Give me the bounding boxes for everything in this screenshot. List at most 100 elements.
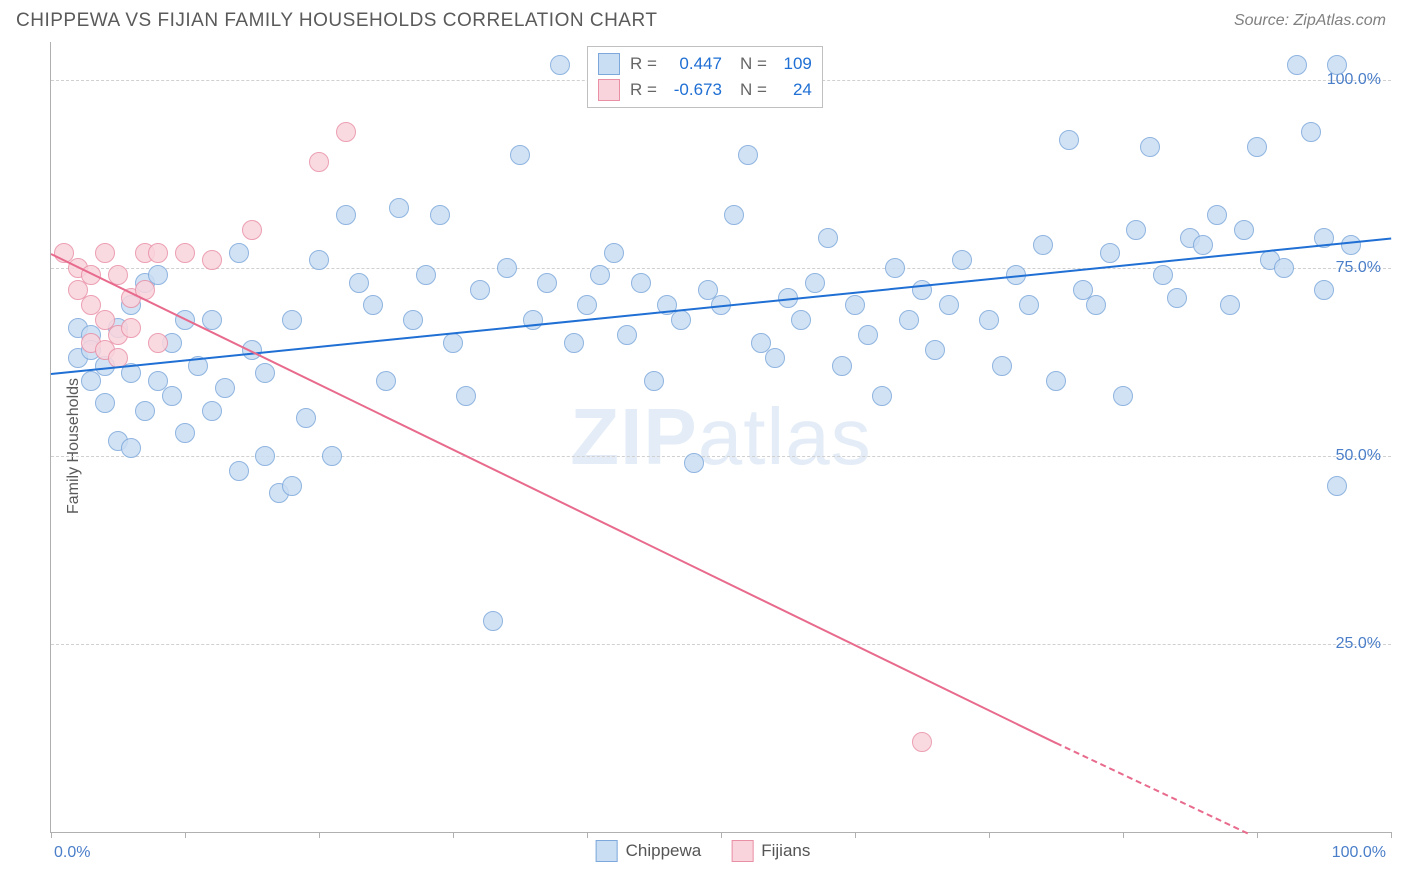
data-point bbox=[791, 310, 811, 330]
data-point bbox=[724, 205, 744, 225]
data-point bbox=[1341, 235, 1361, 255]
data-point bbox=[537, 273, 557, 293]
data-point bbox=[229, 461, 249, 481]
legend-item: Fijians bbox=[731, 840, 810, 862]
data-point bbox=[202, 401, 222, 421]
x-tick bbox=[989, 832, 990, 838]
data-point bbox=[1301, 122, 1321, 142]
data-point bbox=[550, 55, 570, 75]
data-point bbox=[590, 265, 610, 285]
data-point bbox=[1126, 220, 1146, 240]
data-point bbox=[992, 356, 1012, 376]
data-point bbox=[483, 611, 503, 631]
data-point bbox=[215, 378, 235, 398]
data-point bbox=[309, 250, 329, 270]
y-tick-label: 75.0% bbox=[1336, 259, 1381, 277]
data-point bbox=[416, 265, 436, 285]
legend-row: R =-0.673 N =24 bbox=[598, 77, 812, 103]
data-point bbox=[336, 122, 356, 142]
chart-title: CHIPPEWA VS FIJIAN FAMILY HOUSEHOLDS COR… bbox=[16, 10, 657, 32]
data-point bbox=[604, 243, 624, 263]
legend-row: R =0.447 N =109 bbox=[598, 51, 812, 77]
x-tick bbox=[51, 832, 52, 838]
data-point bbox=[818, 228, 838, 248]
legend-label: Chippewa bbox=[626, 841, 702, 861]
data-point bbox=[1100, 243, 1120, 263]
x-tick bbox=[721, 832, 722, 838]
legend-label: Fijians bbox=[761, 841, 810, 861]
data-point bbox=[296, 408, 316, 428]
data-point bbox=[148, 243, 168, 263]
source-attribution: Source: ZipAtlas.com bbox=[1234, 12, 1386, 30]
x-axis-max-label: 100.0% bbox=[1332, 844, 1386, 862]
data-point bbox=[443, 333, 463, 353]
data-point bbox=[979, 310, 999, 330]
legend-swatch bbox=[598, 79, 620, 101]
data-point bbox=[95, 243, 115, 263]
data-point bbox=[403, 310, 423, 330]
data-point bbox=[1314, 280, 1334, 300]
x-tick bbox=[319, 832, 320, 838]
data-point bbox=[162, 386, 182, 406]
trend-line bbox=[1056, 742, 1248, 834]
data-point bbox=[148, 333, 168, 353]
data-point bbox=[1193, 235, 1213, 255]
y-tick-label: 25.0% bbox=[1336, 635, 1381, 653]
data-point bbox=[309, 152, 329, 172]
data-point bbox=[1207, 205, 1227, 225]
x-axis-min-label: 0.0% bbox=[54, 844, 90, 862]
data-point bbox=[671, 310, 691, 330]
data-point bbox=[1287, 55, 1307, 75]
data-point bbox=[872, 386, 892, 406]
x-tick bbox=[587, 832, 588, 838]
data-point bbox=[282, 476, 302, 496]
data-point bbox=[631, 273, 651, 293]
data-point bbox=[523, 310, 543, 330]
data-point bbox=[1274, 258, 1294, 278]
x-tick bbox=[453, 832, 454, 838]
data-point bbox=[336, 205, 356, 225]
data-point bbox=[430, 205, 450, 225]
data-point bbox=[255, 446, 275, 466]
legend-swatch bbox=[731, 840, 753, 862]
data-point bbox=[121, 438, 141, 458]
data-point bbox=[456, 386, 476, 406]
data-point bbox=[912, 732, 932, 752]
data-point bbox=[1327, 55, 1347, 75]
chart-header: CHIPPEWA VS FIJIAN FAMILY HOUSEHOLDS COR… bbox=[0, 0, 1406, 36]
data-point bbox=[939, 295, 959, 315]
data-point bbox=[1046, 371, 1066, 391]
data-point bbox=[925, 340, 945, 360]
data-point bbox=[1059, 130, 1079, 150]
data-point bbox=[376, 371, 396, 391]
x-tick bbox=[855, 832, 856, 838]
data-point bbox=[1140, 137, 1160, 157]
data-point bbox=[202, 250, 222, 270]
legend-swatch bbox=[598, 53, 620, 75]
data-point bbox=[1247, 137, 1267, 157]
trend-line bbox=[51, 238, 1391, 375]
correlation-legend: R =0.447 N =109R =-0.673 N =24 bbox=[587, 46, 823, 108]
data-point bbox=[1153, 265, 1173, 285]
data-point bbox=[1086, 295, 1106, 315]
data-point bbox=[845, 295, 865, 315]
data-point bbox=[1220, 295, 1240, 315]
data-point bbox=[510, 145, 530, 165]
legend-item: Chippewa bbox=[596, 840, 702, 862]
data-point bbox=[470, 280, 490, 300]
data-point bbox=[684, 453, 704, 473]
y-tick-label: 50.0% bbox=[1336, 447, 1381, 465]
data-point bbox=[1234, 220, 1254, 240]
data-point bbox=[832, 356, 852, 376]
data-point bbox=[1167, 288, 1187, 308]
data-point bbox=[497, 258, 517, 278]
data-point bbox=[242, 220, 262, 240]
data-point bbox=[738, 145, 758, 165]
data-point bbox=[135, 401, 155, 421]
data-point bbox=[644, 371, 664, 391]
data-point bbox=[805, 273, 825, 293]
data-point bbox=[363, 295, 383, 315]
series-legend: Chippewa Fijians bbox=[596, 840, 811, 862]
gridline bbox=[51, 456, 1391, 457]
data-point bbox=[322, 446, 342, 466]
